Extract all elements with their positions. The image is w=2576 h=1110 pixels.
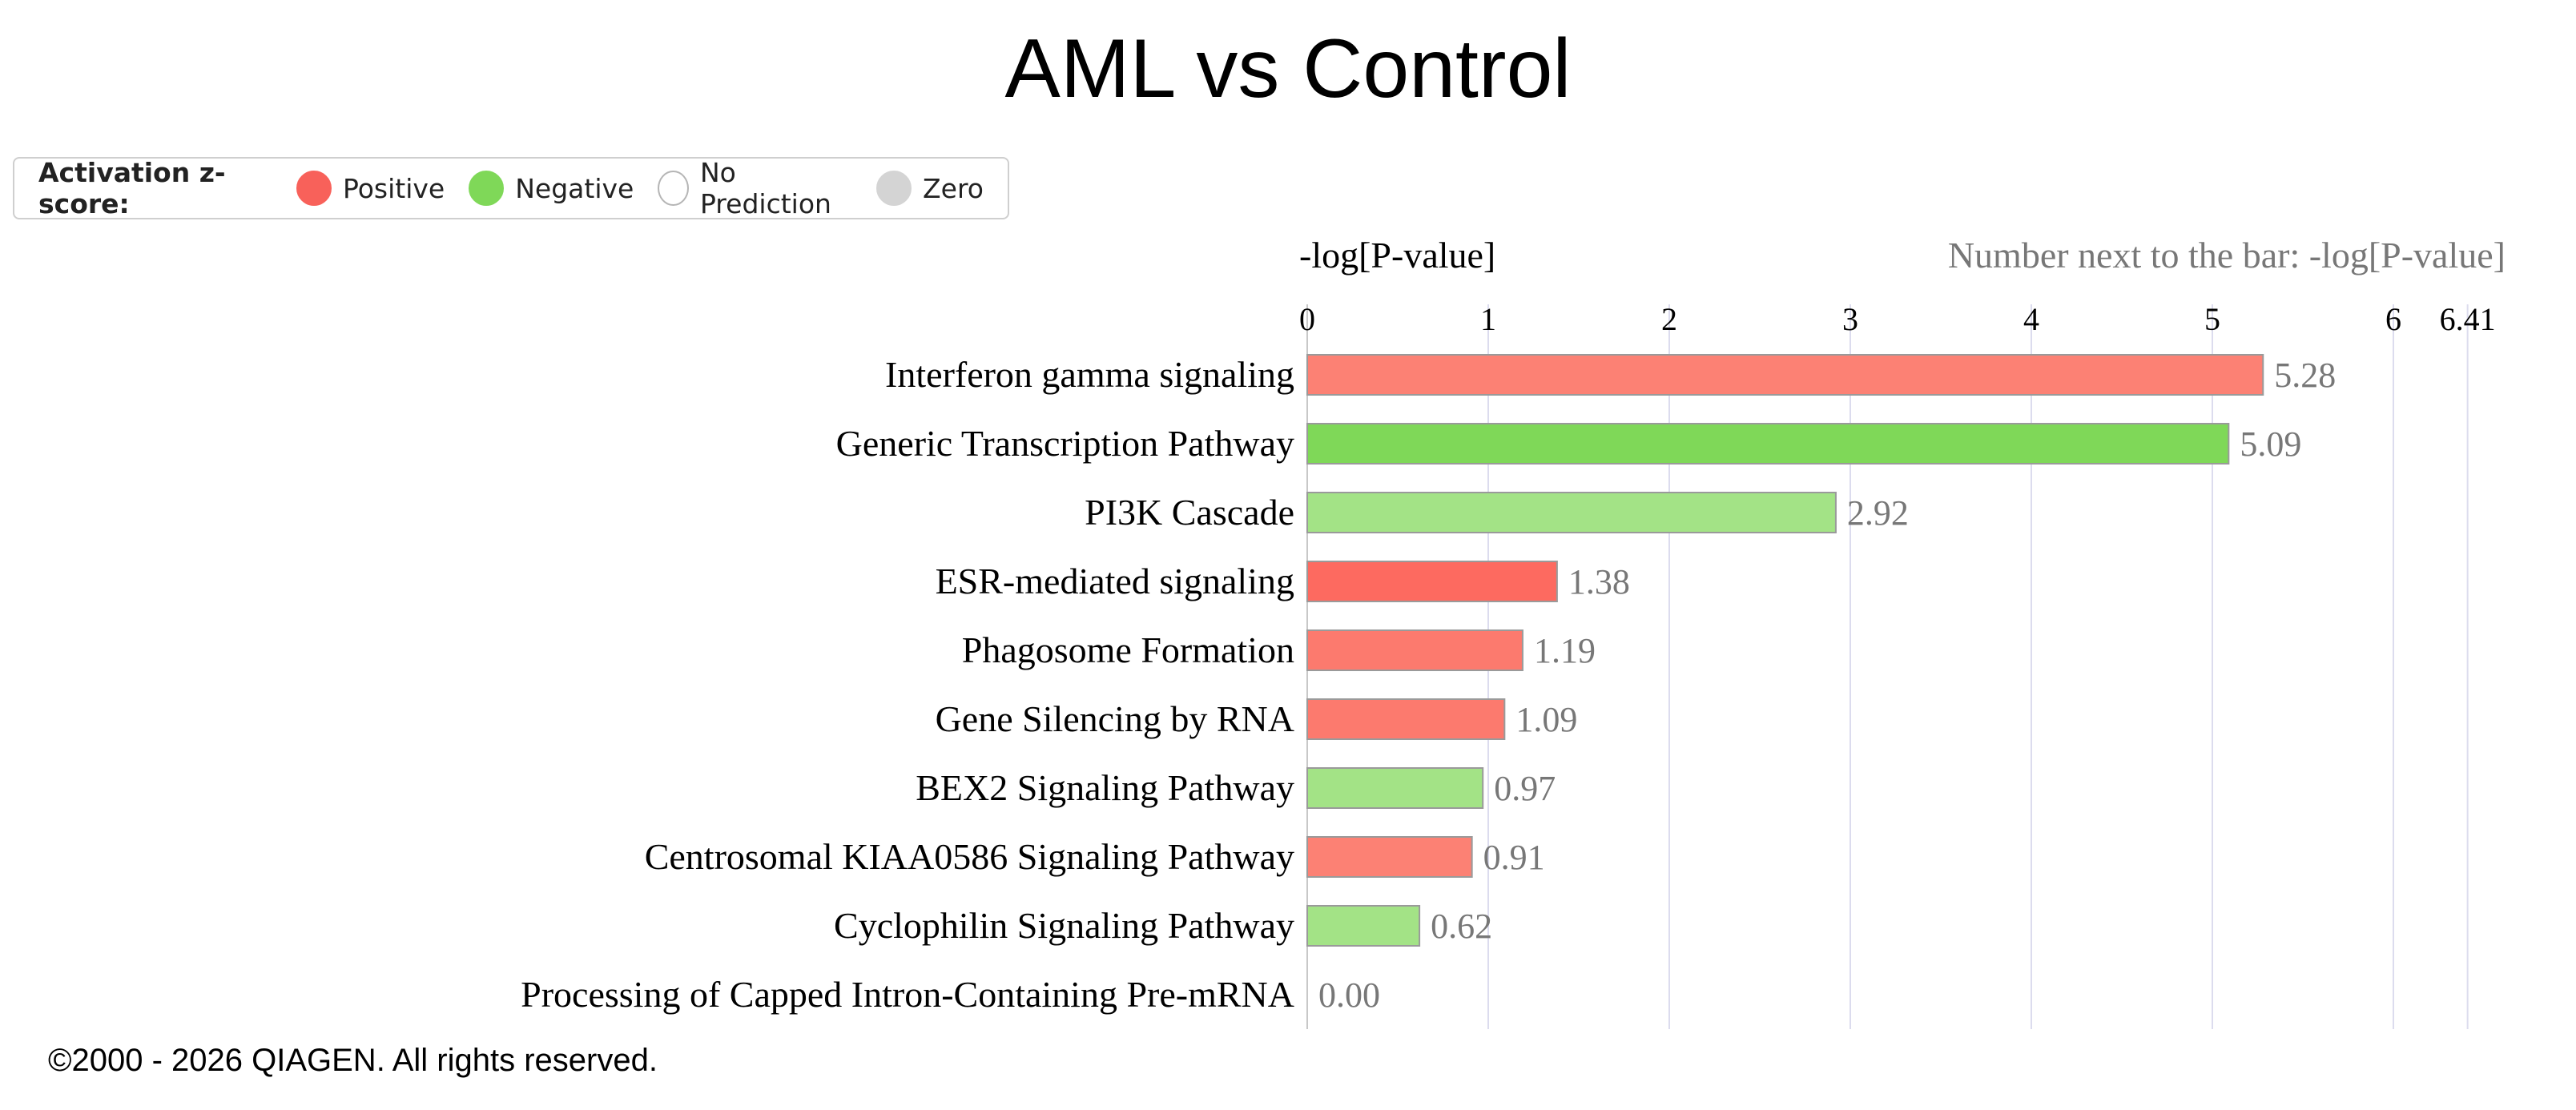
category-label-9: Processing of Capped Intron-Containing P…	[521, 974, 1294, 1015]
legend-item-positive: Positive	[296, 171, 445, 206]
x-tick-label-2: 2	[1661, 301, 1677, 337]
legend-label-zero: Zero	[923, 172, 984, 204]
x-tick-label-3: 3	[1842, 301, 1858, 337]
category-label-8: Cyclophilin Signaling Pathway	[834, 905, 1294, 946]
bar-4[interactable]	[1306, 629, 1523, 671]
legend-title: Activation z-score:	[38, 157, 226, 219]
category-label-3: ESR-mediated signaling	[936, 561, 1294, 601]
bar-0[interactable]	[1306, 354, 2264, 396]
chart-title: AML vs Control	[1004, 22, 1572, 115]
x-axis-ticks: 0 1 2 3 4 5 6 6.41	[1299, 301, 2496, 337]
copyright-footer: ©2000 - 2026 QIAGEN. All rights reserved…	[48, 1043, 658, 1078]
legend-label-negative: Negative	[515, 172, 634, 204]
legend-item-zero: Zero	[876, 171, 984, 206]
x-tick-label-6: 6	[2385, 301, 2401, 337]
value-label-8: 0.62	[1431, 907, 1492, 946]
x-tick-label-4: 4	[2023, 301, 2039, 337]
category-label-2: PI3K Cascade	[1085, 492, 1294, 533]
legend-swatch-zero	[876, 171, 912, 206]
x-tick-label-5: 5	[2204, 301, 2220, 337]
bar-8[interactable]	[1306, 905, 1421, 947]
category-label-5: Gene Silencing by RNA	[936, 698, 1294, 739]
x-axis-label: -log[P-value]	[1299, 235, 1495, 275]
bars: Interferon gamma signaling 5.28 Generic Tr…	[521, 354, 2336, 1015]
legend-label-no-prediction: No Prediction	[699, 157, 831, 219]
annotation-note: Number next to the bar: -log[P-value]	[1948, 235, 2506, 275]
value-label-3: 1.38	[1568, 562, 1630, 601]
value-label-0: 5.28	[2274, 356, 2336, 395]
legend-swatch-positive	[296, 171, 332, 206]
bar-3[interactable]	[1306, 561, 1558, 602]
bar-5[interactable]	[1306, 698, 1506, 740]
legend-item-negative: Negative	[469, 171, 634, 206]
bar-1[interactable]	[1306, 423, 2230, 465]
bar-chart: -log[P-value] Number next to the bar: -l…	[521, 235, 2506, 1029]
value-label-9: 0.00	[1318, 975, 1380, 1015]
bar-6[interactable]	[1306, 767, 1484, 809]
value-label-6: 0.97	[1494, 769, 1556, 808]
legend-item-no-prediction: No Prediction	[658, 157, 852, 219]
legend-swatch-no-prediction	[658, 171, 689, 206]
value-label-1: 5.09	[2240, 424, 2301, 464]
category-label-7: Centrosomal KIAA0586 Signaling Pathway	[645, 836, 1294, 877]
value-label-5: 1.09	[1515, 700, 1577, 739]
category-label-0: Interferon gamma signaling	[885, 354, 1294, 395]
category-label-1: Generic Transcription Pathway	[836, 423, 1294, 464]
value-label-4: 1.19	[1534, 631, 1596, 670]
x-tick-label-0: 0	[1299, 301, 1315, 337]
x-tick-label-1: 1	[1480, 301, 1496, 337]
category-label-4: Phagosome Formation	[962, 629, 1294, 670]
x-tick-label-7: 6.41	[2440, 301, 2496, 337]
category-label-6: BEX2 Signaling Pathway	[916, 767, 1294, 808]
legend-label-positive: Positive	[343, 172, 445, 204]
value-label-7: 0.91	[1483, 838, 1545, 877]
legend-swatch-negative	[469, 171, 505, 206]
bar-2[interactable]	[1306, 492, 1837, 533]
value-label-2: 2.92	[1847, 493, 1909, 533]
bar-7[interactable]	[1306, 836, 1473, 878]
legend: Activation z-score: Positive Negative No…	[13, 157, 1009, 219]
